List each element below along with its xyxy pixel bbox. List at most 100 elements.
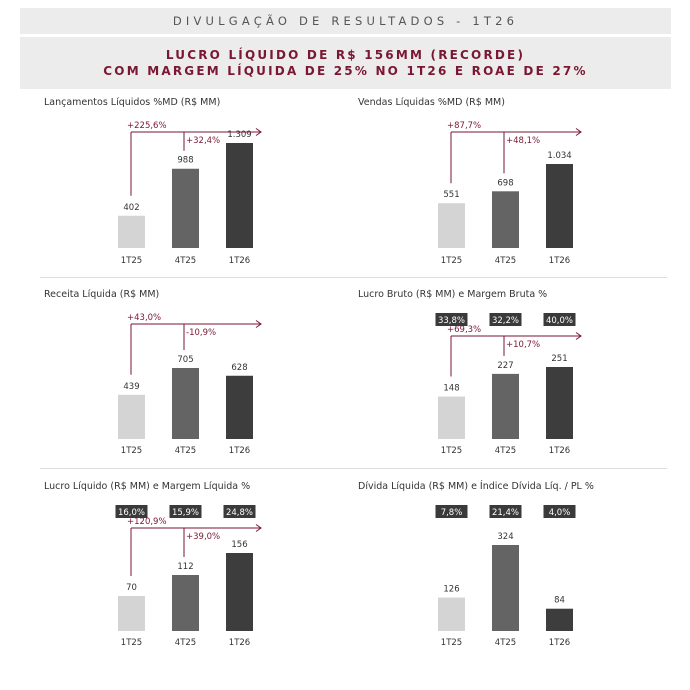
- chart-title: Vendas Líquidas %MD (R$ MM): [358, 97, 505, 108]
- growth-label-qoq: +48,1%: [506, 136, 540, 146]
- value-label-4t25: 227: [497, 361, 513, 371]
- growth-arrow-head: [575, 332, 582, 340]
- category-label-1t25: 1T25: [441, 638, 462, 648]
- growth-label-yoy: +120,9%: [127, 517, 167, 527]
- growth-label-qoq: +39,0%: [186, 532, 220, 542]
- bar-1t26: [546, 608, 573, 631]
- category-label-1t26: 1T26: [229, 638, 250, 648]
- growth-label-qoq: -10,9%: [186, 328, 216, 338]
- bar-4t25: [172, 168, 199, 248]
- margin-badge-text-1t25: 16,0%: [118, 508, 145, 518]
- margin-badge-1t26: [543, 505, 576, 518]
- growth-label-yoy: +69,3%: [447, 325, 481, 335]
- margin-badge-text-4t25: 15,9%: [172, 508, 199, 518]
- chart-title: Lucro Líquido (R$ MM) e Margem Líquida %: [44, 481, 251, 492]
- chart-title: Dívida Líquida (R$ MM) e Índice Dívida L…: [358, 481, 594, 492]
- chart-title: Receita Líquida (R$ MM): [44, 289, 160, 300]
- bar-1t26: [226, 553, 253, 631]
- margin-badge-1t25: [115, 505, 148, 518]
- value-label-1t25: 126: [443, 585, 459, 595]
- growth-label-qoq: +10,7%: [506, 340, 540, 350]
- bar-4t25: [172, 575, 199, 631]
- headline-line-1: LUCRO LÍQUIDO DE R$ 156MM (RECORDE): [165, 48, 526, 62]
- chart-gross-profit: 148 1T25 227 4T25 251 1T26 33,8% 32,2% 40,0% +69,…: [435, 313, 582, 456]
- bar-4t25: [492, 191, 519, 248]
- margin-badge-1t26: [543, 313, 576, 326]
- bar-4t25: [492, 545, 519, 631]
- margin-badge-4t25: [489, 313, 522, 326]
- value-label-1t25: 439: [123, 382, 139, 392]
- margin-badge-text-1t25: 7,8%: [441, 508, 463, 518]
- bar-1t25: [118, 596, 145, 631]
- value-label-4t25: 698: [497, 178, 513, 188]
- bar-1t25: [118, 215, 145, 248]
- category-label-1t26: 1T26: [549, 256, 570, 266]
- value-label-1t26: 1.309: [227, 130, 251, 140]
- bar-1t25: [118, 394, 145, 439]
- value-label-1t26: 84: [554, 596, 565, 606]
- growth-arrow-head: [575, 128, 582, 136]
- category-label-1t26: 1T26: [229, 256, 250, 266]
- chart-revenue: 439 1T25 705 4T25 628 1T26 +43,0% -10,9%: [118, 313, 262, 456]
- growth-label-yoy: +87,7%: [447, 121, 481, 131]
- chart-panel-sales: Vendas Líquidas %MD (R$ MM) 551 1T25 698 4T…: [358, 97, 658, 272]
- value-label-1t26: 1.034: [547, 151, 571, 161]
- category-label-1t25: 1T25: [441, 256, 462, 266]
- category-label-4t25: 4T25: [175, 256, 196, 266]
- bar-4t25: [492, 373, 519, 439]
- chart-panel-revenue: Receita Líquida (R$ MM) 439 1T25 705 4T25 62…: [44, 289, 334, 464]
- category-label-4t25: 4T25: [175, 638, 196, 648]
- category-label-1t25: 1T25: [121, 638, 142, 648]
- bar-1t25: [438, 203, 465, 248]
- category-label-4t25: 4T25: [495, 256, 516, 266]
- value-label-4t25: 112: [177, 562, 193, 572]
- chart-net-income: 70 1T25 112 4T25 156 1T26 16,0% 15,9% 24,8% +120,…: [115, 505, 262, 648]
- category-label-1t26: 1T26: [549, 446, 570, 456]
- header-bar: DIVULGAÇÃO DE RESULTADOS - 1T26: [20, 8, 671, 34]
- bar-1t26: [226, 143, 253, 248]
- bar-1t26: [546, 164, 573, 248]
- report-title: DIVULGAÇÃO DE RESULTADOS - 1T26: [172, 14, 519, 28]
- category-label-1t26: 1T26: [549, 638, 570, 648]
- chart-sales: 551 1T25 698 4T25 1.034 1T26 +87,7% +48,1%: [438, 121, 582, 266]
- chart-panel-net-debt: Dívida Líquida (R$ MM) e Índice Dívida L…: [358, 481, 658, 656]
- value-label-1t25: 402: [123, 203, 139, 213]
- chart-panel-gross-profit: Lucro Bruto (R$ MM) e Margem Bruta % 148…: [358, 289, 658, 464]
- category-label-1t25: 1T25: [441, 446, 462, 456]
- growth-label-qoq: +32,4%: [186, 136, 220, 146]
- margin-badge-text-1t26: 4,0%: [549, 508, 571, 518]
- margin-badge-text-1t26: 40,0%: [546, 316, 573, 326]
- chart-title: Lucro Bruto (R$ MM) e Margem Bruta %: [358, 289, 548, 300]
- margin-badge-text-4t25: 21,4%: [492, 508, 519, 518]
- value-label-1t26: 628: [231, 363, 247, 373]
- growth-arrow-head: [255, 524, 262, 532]
- margin-badge-1t26: [223, 505, 256, 518]
- value-label-1t25: 551: [443, 190, 459, 200]
- margin-badge-1t25: [435, 313, 468, 326]
- value-label-4t25: 988: [177, 156, 193, 166]
- margin-badge-4t25: [489, 505, 522, 518]
- chart-panel-net-income: Lucro Líquido (R$ MM) e Margem Líquida %…: [44, 481, 334, 656]
- value-label-1t25: 70: [126, 583, 137, 593]
- headline-line-2: COM MARGEM LÍQUIDA DE 25% NO 1T26 E ROAE…: [103, 64, 588, 78]
- value-label-1t25: 148: [443, 384, 459, 394]
- category-label-4t25: 4T25: [495, 638, 516, 648]
- margin-badge-text-1t25: 33,8%: [438, 316, 465, 326]
- margin-badge-text-1t26: 24,8%: [226, 508, 253, 518]
- category-label-4t25: 4T25: [495, 446, 516, 456]
- margin-badge-1t25: [435, 505, 468, 518]
- category-label-1t25: 1T25: [121, 446, 142, 456]
- growth-label-yoy: +43,0%: [127, 313, 161, 323]
- value-label-4t25: 324: [497, 532, 513, 542]
- divider-row-2: [40, 468, 667, 469]
- divider-row-1: [40, 277, 667, 278]
- value-label-1t26: 156: [231, 540, 247, 550]
- value-label-1t26: 251: [551, 354, 567, 364]
- headline-box: LUCRO LÍQUIDO DE R$ 156MM (RECORDE) COM …: [20, 37, 671, 89]
- chart-title: Lançamentos Líquidos %MD (R$ MM): [44, 97, 221, 108]
- margin-badge-4t25: [169, 505, 202, 518]
- bar-1t26: [226, 375, 253, 439]
- bar-1t25: [438, 396, 465, 439]
- chart-net-debt: 126 1T25 324 4T25 84 1T26 7,8% 21,4% 4,0%: [435, 505, 576, 648]
- growth-arrow-head: [255, 128, 262, 136]
